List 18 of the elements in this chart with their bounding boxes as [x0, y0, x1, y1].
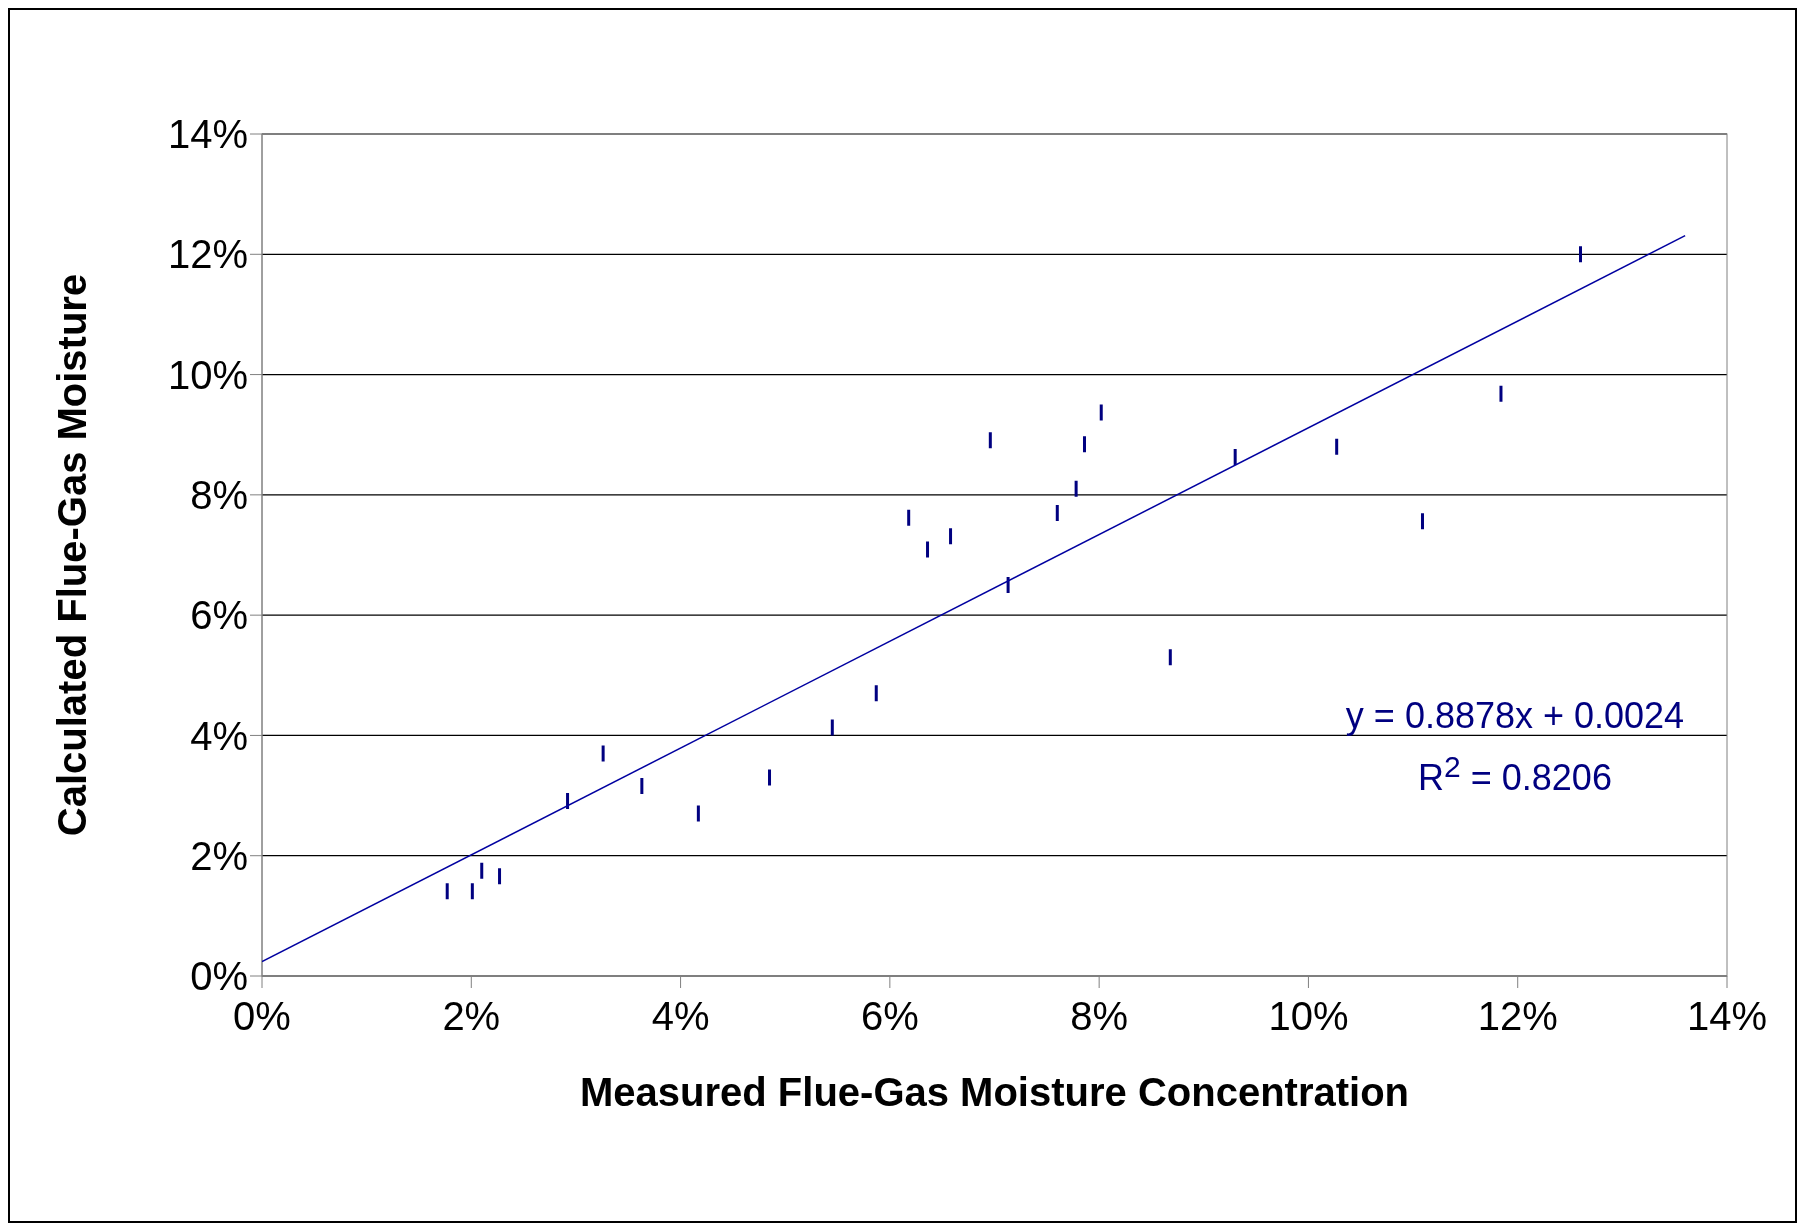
annotation: y = 0.8878x + 0.0024: [1344, 695, 1686, 737]
y-axis-title: Calculated Flue-Gas Moisture: [50, 273, 95, 837]
y-tick-label: 14%: [167, 112, 248, 157]
y-tick-label: 4%: [190, 713, 248, 758]
y-tick-label: 6%: [190, 593, 248, 638]
x-tick-label: 8%: [1070, 994, 1129, 1039]
x-tick-label: 10%: [1268, 994, 1349, 1039]
x-tick-label: 12%: [1477, 994, 1558, 1039]
y-tick-label: 10%: [167, 352, 248, 397]
annotation: R$^{2}$ = 0.8206: [1417, 750, 1613, 799]
x-tick-label: 6%: [860, 994, 919, 1039]
y-tick-label: 8%: [190, 473, 248, 518]
x-tick-label: 2%: [442, 994, 501, 1039]
x-tick-label: 14%: [1686, 994, 1768, 1039]
y-tick-label: 12%: [167, 232, 248, 277]
x-axis-title: Measured Flue-Gas Moisture Concentration: [579, 1070, 1410, 1114]
x-tick-label: 4%: [651, 994, 710, 1039]
y-tick-label: 2%: [190, 833, 248, 878]
